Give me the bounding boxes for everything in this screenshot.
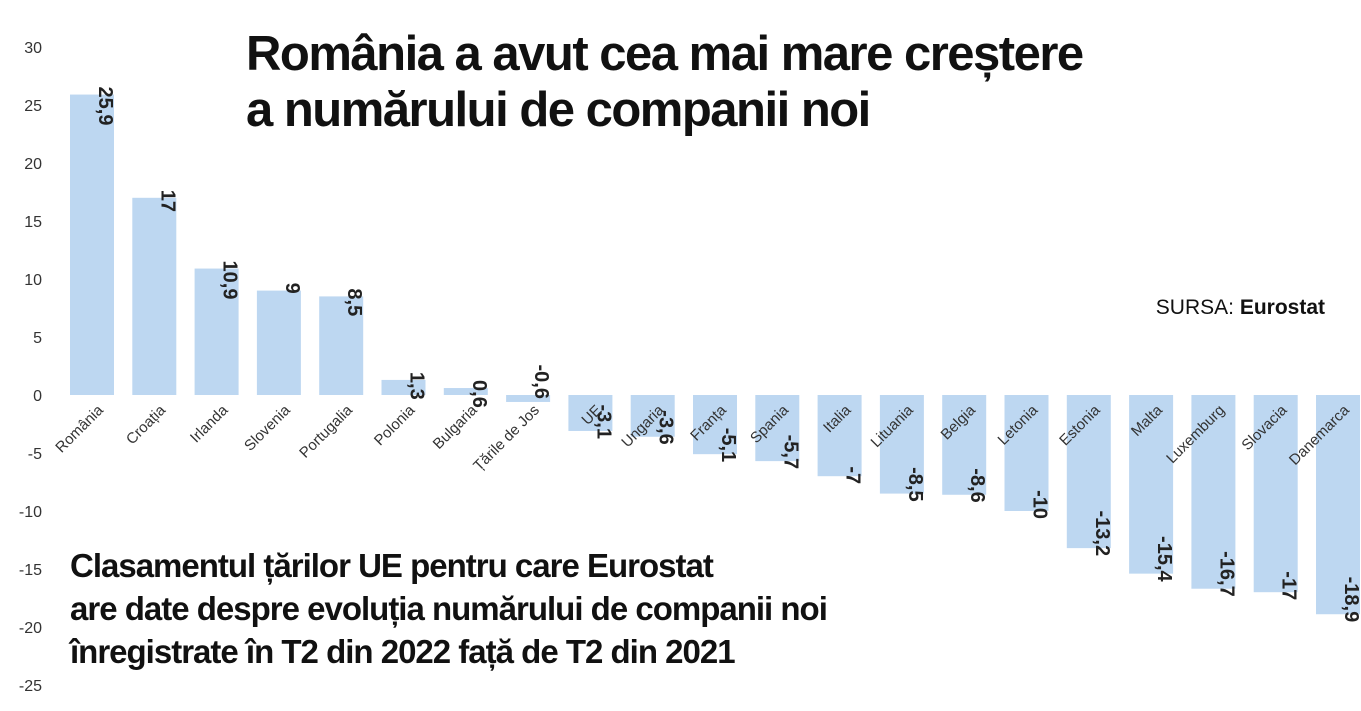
category-label: Țările de Jos: [470, 402, 543, 475]
y-tick-label: 25: [24, 98, 42, 115]
category-label: Slovenia: [241, 401, 294, 454]
bar: [879, 395, 924, 494]
category-label: Portugalia: [296, 401, 356, 461]
category-label: Bulgaria: [430, 401, 481, 452]
category-label: Croația: [123, 401, 170, 448]
bar: [942, 395, 987, 495]
chart-subtitle-line-3: înregistrate în T2 din 2022 față de T2 d…: [70, 633, 736, 670]
value-label: 0,6: [468, 380, 490, 408]
bar: [1316, 395, 1360, 615]
bar: [568, 395, 613, 431]
category-label: Irlanda: [187, 401, 232, 446]
value-label: -7: [842, 466, 864, 484]
y-tick-label: -15: [19, 562, 42, 579]
value-label: 8,5: [343, 288, 365, 316]
y-tick-label: -5: [28, 446, 42, 463]
value-label: 1,3: [406, 372, 428, 400]
value-label: -13,2: [1091, 511, 1113, 557]
bars: [70, 94, 1360, 615]
source-label: SURSA:: [1155, 296, 1234, 319]
y-tick-label: -25: [19, 678, 42, 695]
y-tick-label: 30: [24, 40, 42, 57]
y-tick-label: 0: [33, 388, 42, 405]
value-label: -8,5: [904, 467, 926, 501]
value-label: -8,6: [966, 468, 988, 502]
y-tick-label: 20: [24, 156, 42, 173]
value-labels: 25,9 17 10,9 9 8,5 1,3 0,6 -0,6 -3,1 -3,6 -5,1 -5,7…: [94, 87, 1361, 623]
value-label: -17: [1278, 571, 1300, 600]
y-tick-label: -10: [19, 504, 42, 521]
value-label: -3,6: [655, 410, 677, 444]
bar: [70, 94, 114, 395]
bar: [1004, 395, 1049, 511]
bar: [1253, 395, 1298, 593]
value-label: 17: [156, 190, 178, 212]
bar: [630, 395, 675, 437]
value-label: -10: [1029, 490, 1051, 519]
value-label: -0,6: [530, 365, 552, 399]
chart-title: România a avut cea mai mare creștere a n…: [246, 26, 1084, 138]
category-label: România: [52, 401, 107, 456]
chart-subtitle-line-2: are date despre evoluția numărului de co…: [70, 590, 828, 627]
value-label: -18,9: [1340, 577, 1361, 623]
chart-title-line-1: România a avut cea mai mare creștere: [246, 27, 1084, 81]
bar: [1066, 395, 1111, 549]
bar: [194, 268, 239, 395]
y-tick-label: 15: [24, 214, 42, 231]
chart-subtitle-line-1: Clasamentul țărilor UE pentru care Euros…: [70, 547, 714, 584]
bar: [256, 290, 301, 395]
chart-subtitle: Clasamentul țărilor UE pentru care Euros…: [70, 544, 828, 673]
y-tick-label: 10: [24, 272, 42, 289]
bar: [1191, 395, 1236, 589]
bar: [693, 395, 737, 455]
bar: [506, 395, 551, 402]
value-label: -15,4: [1153, 536, 1175, 582]
bar: [817, 395, 862, 477]
source-note: SURSA: Eurostat: [1156, 296, 1325, 320]
bar: [381, 379, 426, 395]
bar: [443, 388, 488, 395]
category-label: Polonia: [371, 401, 419, 449]
source-name: Eurostat: [1239, 296, 1325, 319]
y-tick-label: 5: [33, 330, 42, 347]
value-label: 9: [281, 283, 303, 294]
y-axis-ticks: 30 25 20 15 10 5 0 -5 -10 -15 -20 -25: [19, 40, 42, 695]
bar: [1129, 395, 1174, 574]
bar: [132, 197, 177, 395]
bar: [755, 395, 800, 462]
value-label: 25,9: [94, 87, 116, 126]
value-label: -16,7: [1215, 551, 1237, 597]
bar: [319, 296, 364, 395]
value-label: -5,1: [717, 428, 739, 462]
value-label: -3,1: [592, 404, 614, 438]
chart-title-line-2: a numărului de companii noi: [246, 83, 871, 137]
value-label: 10,9: [219, 261, 241, 300]
value-label: -5,7: [779, 435, 801, 469]
y-tick-label: -20: [19, 620, 42, 637]
